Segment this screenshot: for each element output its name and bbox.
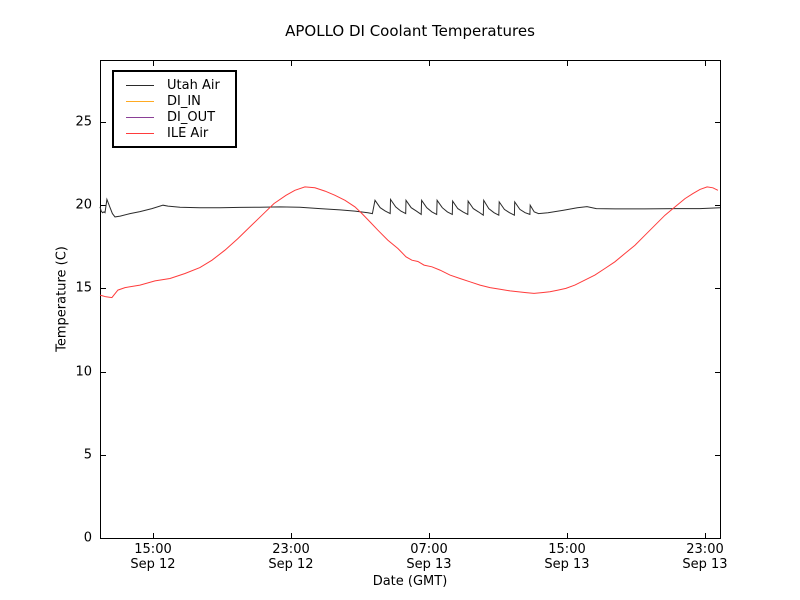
x-tick-date: Sep 12 bbox=[268, 557, 314, 572]
legend-row: ILE Air bbox=[126, 125, 227, 141]
x-tick-time: 15:00 bbox=[548, 542, 586, 557]
legend: Utah Air DI_IN DI_OUT ILE Air bbox=[112, 70, 237, 148]
legend-label: DI_OUT bbox=[167, 109, 216, 125]
x-tick-time: 15:00 bbox=[134, 542, 172, 557]
x-tick-date: Sep 12 bbox=[130, 557, 176, 572]
x-tick-date: Sep 13 bbox=[682, 557, 728, 572]
y-tick-label: 25 bbox=[75, 114, 92, 130]
x-tick-date: Sep 13 bbox=[544, 557, 590, 572]
x-tick-label: 23:00 Sep 12 bbox=[251, 542, 331, 572]
x-tick-time: 23:00 bbox=[272, 542, 310, 557]
legend-label: ILE Air bbox=[167, 125, 209, 141]
x-tick-label: 15:00 Sep 13 bbox=[527, 542, 607, 572]
chart-title: APOLLO DI Coolant Temperatures bbox=[285, 22, 535, 40]
legend-row: DI_IN bbox=[126, 93, 227, 109]
y-tick-label: 20 bbox=[75, 197, 92, 213]
x-tick-label: 15:00 Sep 12 bbox=[113, 542, 193, 572]
y-axis-label: Temperature (C) bbox=[54, 246, 70, 352]
y-tick-label: 15 bbox=[75, 280, 92, 296]
series-line-ile-air bbox=[99, 186, 719, 299]
x-tick-time: 23:00 bbox=[686, 542, 724, 557]
legend-row: DI_OUT bbox=[126, 109, 227, 125]
legend-swatch-ile-air bbox=[126, 132, 154, 134]
series-line-utah-air bbox=[99, 197, 721, 218]
x-tick-time: 07:00 bbox=[410, 542, 448, 557]
legend-swatch-di-out bbox=[126, 116, 154, 118]
legend-row: Utah Air bbox=[126, 77, 227, 93]
y-tick-label: 10 bbox=[75, 364, 92, 380]
plot-border bbox=[100, 60, 721, 539]
y-tick-label: 5 bbox=[83, 447, 92, 463]
x-tick-label: 23:00 Sep 13 bbox=[665, 542, 745, 572]
x-axis-label: Date (GMT) bbox=[372, 574, 448, 589]
legend-swatch-di-in bbox=[126, 100, 154, 102]
legend-swatch-utah-air bbox=[126, 84, 154, 86]
x-tick-date: Sep 13 bbox=[406, 557, 452, 572]
legend-label: Utah Air bbox=[167, 77, 220, 93]
legend-label: DI_IN bbox=[167, 93, 201, 109]
x-tick-label: 07:00 Sep 13 bbox=[389, 542, 469, 572]
y-tick-label: 0 bbox=[83, 530, 92, 546]
